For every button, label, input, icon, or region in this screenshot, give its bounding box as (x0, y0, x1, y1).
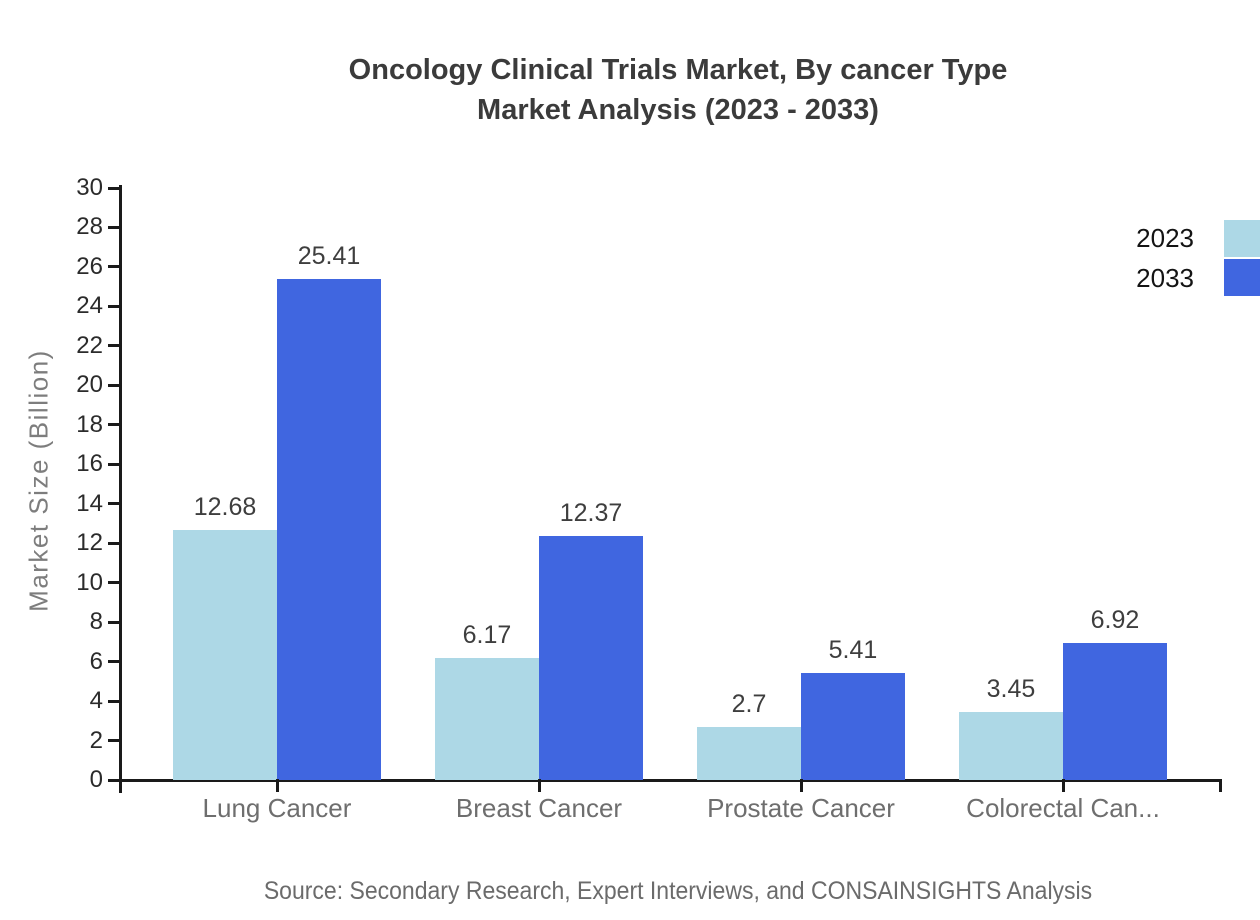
x-axis-end-tick (1219, 779, 1222, 792)
category-label: Breast Cancer (455, 793, 623, 823)
bar-value-label: 2.7 (731, 689, 767, 718)
category-label: Colorectal Can... (966, 793, 1160, 823)
y-axis-line (119, 185, 122, 793)
legend-label-2023: 2023 (1136, 223, 1194, 253)
y-tick (108, 541, 119, 545)
y-tick (108, 778, 119, 782)
bar-value-label: 25.41 (297, 241, 361, 270)
y-tick-label: 18 (76, 410, 103, 438)
y-tick (108, 186, 119, 190)
y-tick-label: 2 (89, 726, 103, 754)
y-tick-label: 22 (76, 331, 103, 359)
bar-2023-3 (697, 726, 801, 780)
y-tick (108, 265, 119, 269)
y-tick (108, 620, 119, 624)
x-tick (537, 779, 541, 792)
y-tick (108, 699, 119, 703)
source-note: Source: Secondary Research, Expert Inter… (263, 877, 1093, 905)
bar-value-label: 12.68 (193, 492, 257, 521)
y-tick-label: 6 (89, 647, 103, 675)
bar-2023-4 (959, 711, 1063, 780)
bar-value-label: 5.41 (828, 636, 878, 665)
chart-title-line1: Oncology Clinical Trials Market, By canc… (348, 54, 1008, 86)
bar-2033-1 (277, 278, 381, 780)
y-tick-label: 14 (76, 489, 103, 517)
y-tick-label: 4 (89, 687, 103, 715)
y-tick (108, 660, 119, 664)
y-tick-label: 24 (76, 292, 103, 320)
chart-title-line2: Market Analysis (2023 - 2033) (477, 94, 879, 126)
category-label: Prostate Cancer (707, 793, 895, 823)
category-label: Lung Cancer (202, 793, 352, 823)
x-axis-line (119, 779, 1222, 782)
y-tick (108, 344, 119, 348)
bar-2033-4 (1063, 643, 1167, 780)
y-tick-label: 16 (76, 450, 103, 478)
legend-swatch-2033 (1224, 259, 1260, 296)
bar-value-label: 3.45 (986, 674, 1036, 703)
x-tick (799, 779, 803, 792)
x-tick (275, 779, 279, 792)
y-tick (108, 462, 119, 466)
x-tick (1061, 779, 1065, 792)
bar-2033-2 (539, 535, 643, 780)
bar-2023-2 (435, 658, 539, 780)
y-tick (108, 383, 119, 387)
bar-value-label: 12.37 (559, 498, 623, 527)
chart-title: Oncology Clinical Trials Market, By canc… (48, 50, 1260, 130)
y-tick (108, 502, 119, 506)
bar-2033-3 (801, 673, 905, 780)
y-tick-label: 26 (76, 252, 103, 280)
bar-value-label: 6.17 (462, 621, 512, 650)
bar-2023-1 (173, 529, 277, 780)
legend-swatch-2023 (1224, 220, 1260, 257)
y-tick-label: 20 (76, 371, 103, 399)
y-tick-label: 30 (76, 174, 103, 201)
y-tick-label: 10 (76, 568, 103, 596)
y-tick (108, 423, 119, 427)
y-tick (108, 739, 119, 743)
y-tick (108, 304, 119, 308)
y-tick (108, 225, 119, 229)
y-tick-label: 0 (89, 766, 103, 793)
y-tick (108, 581, 119, 585)
y-tick-label: 8 (89, 608, 103, 636)
y-tick-label: 28 (76, 213, 103, 241)
legend-label-2033: 2033 (1136, 263, 1194, 293)
bar-value-label: 6.92 (1090, 606, 1140, 635)
y-tick-label: 12 (76, 529, 103, 557)
